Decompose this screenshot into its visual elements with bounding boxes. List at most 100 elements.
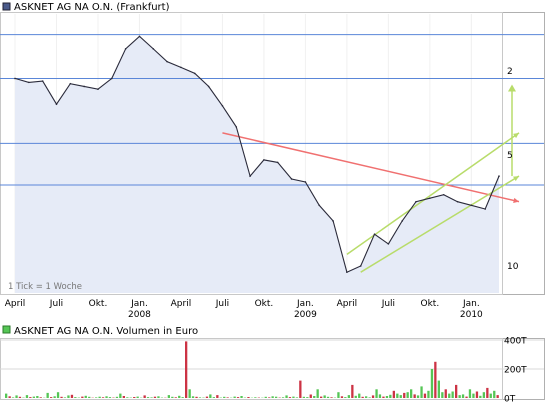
x-month-label: April xyxy=(171,299,192,309)
volume-bars xyxy=(5,341,499,399)
volume-bar xyxy=(226,397,229,398)
volume-bar xyxy=(254,397,257,398)
x-month-label: Juli xyxy=(215,299,229,309)
volume-bar xyxy=(399,395,402,398)
price-point xyxy=(318,204,321,207)
volume-bar xyxy=(60,396,63,398)
price-point xyxy=(346,271,348,273)
volume-bar xyxy=(115,396,119,398)
volume-bar xyxy=(455,384,458,398)
volume-bar xyxy=(416,395,420,398)
volume-bar xyxy=(50,397,53,398)
volume-bar xyxy=(461,394,465,398)
green-trend-arrow xyxy=(513,132,519,139)
volume-bar xyxy=(496,395,499,398)
volume-bar xyxy=(281,397,285,398)
volume-bar xyxy=(413,394,416,398)
volume-bar xyxy=(382,396,385,398)
volume-bar xyxy=(337,392,340,398)
volume-bar xyxy=(98,396,101,398)
price-point xyxy=(387,243,390,245)
price-area-fill xyxy=(15,36,499,294)
price-point xyxy=(83,85,85,88)
volume-bar xyxy=(358,393,361,398)
volume-bar xyxy=(167,395,170,398)
x-month-label: Okt. xyxy=(421,299,440,309)
price-point xyxy=(304,181,307,183)
price-point xyxy=(470,204,473,207)
price-point xyxy=(193,72,196,75)
price-point xyxy=(401,220,404,222)
price-point xyxy=(498,175,500,177)
price-point xyxy=(415,200,417,203)
volume-bar xyxy=(150,397,153,398)
volume-bar xyxy=(70,394,74,398)
volume-bar xyxy=(406,392,409,398)
volume-bar xyxy=(178,395,181,398)
volume-bar xyxy=(18,396,22,398)
green-trend-line xyxy=(346,132,520,256)
volume-bar xyxy=(136,396,139,398)
volume-bar xyxy=(36,396,39,398)
price-point xyxy=(138,35,141,38)
x-month-label: Jan. xyxy=(462,299,480,309)
volume-bar xyxy=(430,369,434,398)
x-axis-labels: April Juli Okt. Jan. April Juli Okt. Jan. April J… xyxy=(5,299,483,320)
volume-bar xyxy=(88,396,91,398)
x-month-label: Jan. xyxy=(130,299,148,309)
volume-bar xyxy=(385,396,389,398)
volume-bar xyxy=(320,396,323,398)
volume-bar xyxy=(295,397,299,398)
price-point xyxy=(111,77,113,80)
volume-bar xyxy=(233,396,236,398)
x-month-label: Juli xyxy=(49,299,63,309)
volume-bar xyxy=(368,397,371,398)
volume-bar xyxy=(5,393,8,398)
volume-bar xyxy=(288,397,292,398)
price-point xyxy=(207,85,210,88)
volume-bar xyxy=(326,396,330,398)
volume-bar xyxy=(236,397,240,398)
volume-y-axis: 400T 200T 0T xyxy=(504,337,527,405)
price-point xyxy=(97,88,99,91)
volume-bar xyxy=(371,395,375,398)
volume-bar xyxy=(479,395,482,398)
volume-bar xyxy=(185,341,188,398)
x-year-label: 2010 xyxy=(460,310,483,320)
volume-bar xyxy=(39,397,42,398)
volume-bar xyxy=(119,393,122,398)
x-month-label: Juli xyxy=(381,299,395,309)
volume-bar xyxy=(313,396,316,398)
price-point xyxy=(124,48,127,50)
green-trend-arrow xyxy=(513,176,519,182)
volume-bar xyxy=(25,395,29,398)
price-point xyxy=(442,193,445,196)
volume-bar xyxy=(133,397,136,398)
volume-bar xyxy=(458,395,461,398)
volume-y-tick-label: 200T xyxy=(504,366,527,376)
volume-bar xyxy=(292,396,295,398)
volume-bar xyxy=(468,389,472,398)
volume-bar xyxy=(437,380,440,398)
volume-bar xyxy=(81,396,84,398)
volume-bar xyxy=(212,397,215,398)
volume-bar xyxy=(157,396,160,398)
volume-grid xyxy=(0,339,544,370)
price-point xyxy=(28,81,30,84)
volume-bar xyxy=(198,397,202,398)
volume-bar xyxy=(108,397,112,398)
volume-bar xyxy=(375,389,378,398)
price-point xyxy=(276,161,279,164)
price-y-axis: 10 5 2 xyxy=(507,67,519,272)
volume-bar xyxy=(188,389,191,398)
volume-bar xyxy=(392,390,395,399)
red-trend-arrow xyxy=(513,197,519,203)
price-point xyxy=(290,178,293,180)
volume-bar xyxy=(268,397,271,398)
volume-bar xyxy=(444,389,447,398)
horizontal-lines xyxy=(0,34,544,186)
x-year-label: 2009 xyxy=(294,310,317,320)
volume-bar xyxy=(46,392,49,398)
volume-y-tick-label: 400T xyxy=(504,337,527,347)
